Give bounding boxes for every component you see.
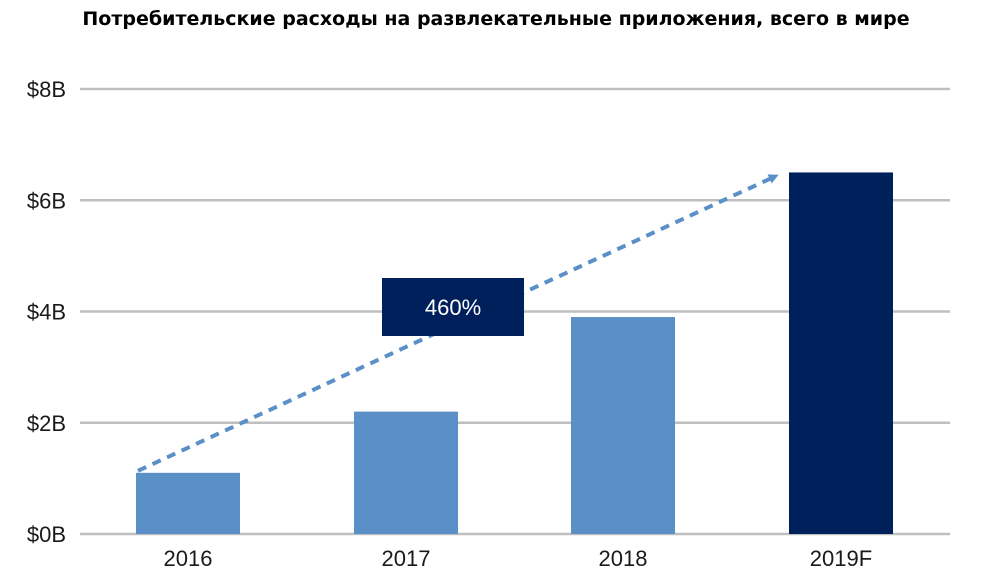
y-tick-label: $0B xyxy=(27,522,66,547)
bar-2016 xyxy=(136,472,240,534)
y-axis: $0B $2B $4B $6B $8B xyxy=(27,77,66,547)
growth-label: 460% xyxy=(425,295,481,320)
x-axis: 2016 2017 2018 2019F xyxy=(164,546,873,571)
y-tick-label: $6B xyxy=(27,188,66,213)
y-tick-label: $8B xyxy=(27,77,66,102)
bar-2019F xyxy=(789,172,893,534)
y-tick-label: $2B xyxy=(27,411,66,436)
x-tick-label: 2018 xyxy=(599,546,648,571)
y-tick-label: $4B xyxy=(27,300,66,325)
bars xyxy=(136,172,893,534)
x-tick-label: 2016 xyxy=(164,546,213,571)
growth-annotation: 460% xyxy=(137,174,779,473)
x-tick-label: 2019F xyxy=(810,546,872,571)
bar-2017 xyxy=(354,411,458,534)
growth-label-box xyxy=(382,278,524,336)
bar-2018 xyxy=(571,317,675,534)
chart-title: Потребительские расходы на развлекательн… xyxy=(82,8,910,30)
x-tick-label: 2017 xyxy=(382,546,431,571)
growth-arrow xyxy=(137,174,779,473)
